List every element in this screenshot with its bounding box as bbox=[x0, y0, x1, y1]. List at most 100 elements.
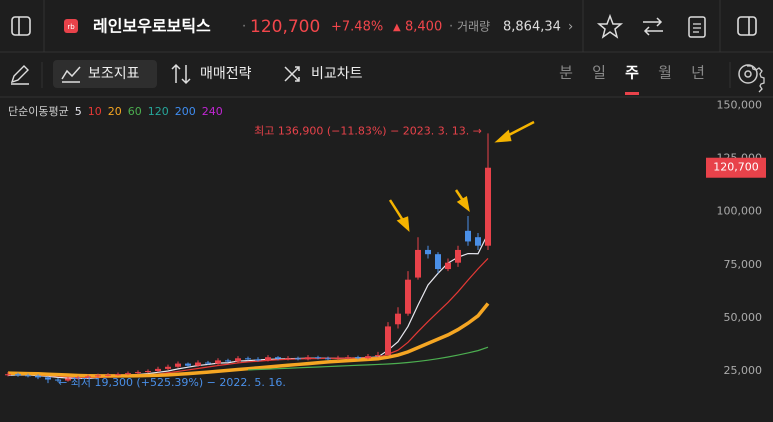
candle-body bbox=[415, 249, 421, 278]
candle-body bbox=[375, 355, 381, 357]
more[interactable]: › bbox=[568, 20, 573, 35]
candle-body bbox=[265, 357, 271, 361]
panel-icon[interactable] bbox=[737, 16, 757, 36]
period[interactable]: 일 bbox=[592, 64, 606, 82]
ma-legend: 60 bbox=[128, 105, 142, 118]
candle-body bbox=[135, 372, 141, 374]
candle-body bbox=[155, 368, 161, 372]
candle-body bbox=[335, 357, 341, 359]
draw-icon[interactable] bbox=[10, 65, 29, 85]
settings-icon[interactable] bbox=[738, 64, 758, 84]
panel-icon[interactable] bbox=[11, 16, 31, 36]
candle-body bbox=[285, 358, 291, 360]
price-tag-label: 120,700 bbox=[713, 161, 759, 174]
ma-legend: 240 bbox=[202, 105, 223, 118]
candle-body bbox=[385, 326, 391, 356]
candle-body bbox=[85, 376, 91, 378]
candle-body bbox=[455, 249, 461, 263]
tool-icon bbox=[284, 66, 300, 82]
candle-body bbox=[55, 379, 61, 381]
swap-icon[interactable] bbox=[643, 17, 663, 36]
ma-line bbox=[247, 346, 489, 371]
y-tick-label: 50,000 bbox=[724, 311, 763, 324]
candle-body bbox=[355, 357, 361, 359]
period-underline bbox=[625, 92, 639, 95]
change: 8,400 bbox=[405, 20, 442, 35]
candle-body bbox=[345, 357, 351, 359]
candle-body bbox=[295, 358, 301, 360]
settings-icon bbox=[744, 70, 752, 78]
candle-body bbox=[215, 360, 221, 364]
period[interactable]: 년 bbox=[691, 64, 705, 82]
candle-body bbox=[225, 360, 231, 362]
separator: · bbox=[242, 20, 246, 35]
candle-body bbox=[25, 375, 31, 377]
candle-body bbox=[465, 230, 471, 242]
candle-body bbox=[105, 374, 111, 376]
candle-body bbox=[15, 374, 21, 376]
ma-legend: 200 bbox=[175, 105, 196, 118]
candle-body bbox=[95, 375, 101, 377]
candle-body bbox=[65, 378, 71, 381]
candle-body bbox=[235, 358, 241, 362]
candle-body bbox=[195, 362, 201, 366]
candle-body bbox=[145, 371, 151, 373]
arrows bbox=[388, 120, 535, 233]
candle-body bbox=[5, 374, 11, 376]
memo-icon[interactable] bbox=[688, 16, 706, 38]
ma-label: 단순이동평균 bbox=[8, 105, 69, 118]
up-arrow: ▲ bbox=[393, 22, 401, 33]
logo-box bbox=[64, 19, 78, 33]
ma-legend: 20 bbox=[108, 105, 122, 118]
candle-body bbox=[435, 254, 441, 270]
candle-body bbox=[445, 262, 451, 270]
candle-body bbox=[425, 249, 431, 255]
tool-icon bbox=[61, 66, 81, 83]
candle-body bbox=[365, 356, 371, 359]
period[interactable]: 분 bbox=[559, 64, 573, 82]
candle-body bbox=[475, 237, 481, 246]
settings-icon[interactable] bbox=[747, 65, 765, 93]
high-note: 최고 136,900 (−11.83%) − 2023. 3. 13. → bbox=[254, 124, 482, 137]
volume: 8,864,34 bbox=[503, 20, 561, 35]
ma-legend: 5 bbox=[75, 105, 82, 118]
candle-body bbox=[45, 377, 51, 380]
candle-body bbox=[315, 357, 321, 359]
candle-body bbox=[35, 375, 41, 378]
logo: rb bbox=[67, 23, 75, 31]
tool-icon bbox=[171, 63, 191, 85]
memo-icon bbox=[693, 23, 701, 33]
candle-body bbox=[185, 363, 191, 366]
separator: · bbox=[449, 20, 453, 35]
candle-body bbox=[485, 167, 491, 246]
candle-body bbox=[325, 358, 331, 360]
y-tick-label: 25,000 bbox=[724, 364, 763, 377]
low-note: ← 최저 19,300 (+525.39%) − 2022. 5. 16. bbox=[58, 376, 286, 389]
candle-body bbox=[175, 363, 181, 367]
candle-body bbox=[205, 362, 211, 364]
tool[interactable]: 매매전략 bbox=[200, 66, 252, 82]
y-tick-label: 150,000 bbox=[717, 98, 763, 111]
period[interactable]: 월 bbox=[658, 64, 672, 82]
candle-body bbox=[165, 366, 171, 369]
candle-body bbox=[305, 357, 311, 360]
change-pct: +7.48% bbox=[331, 20, 383, 35]
y-tick-label: 75,000 bbox=[724, 258, 763, 271]
star-icon[interactable] bbox=[596, 13, 624, 39]
volume-label: 거래량 bbox=[457, 20, 490, 34]
candle-body bbox=[395, 313, 401, 325]
candle-body bbox=[405, 279, 411, 314]
candle-body bbox=[245, 358, 251, 360]
price-tag bbox=[706, 157, 766, 178]
candle-body bbox=[75, 377, 81, 379]
tool[interactable]: 비교차트 bbox=[311, 66, 363, 82]
y-tick-label: 100,000 bbox=[717, 205, 763, 218]
tool[interactable]: 보조지표 bbox=[88, 66, 140, 82]
candle-body bbox=[125, 373, 131, 375]
period[interactable]: 주 bbox=[625, 64, 639, 82]
candle-body bbox=[255, 359, 261, 361]
candle-body bbox=[115, 374, 121, 376]
ma-legend: 120 bbox=[148, 105, 169, 118]
